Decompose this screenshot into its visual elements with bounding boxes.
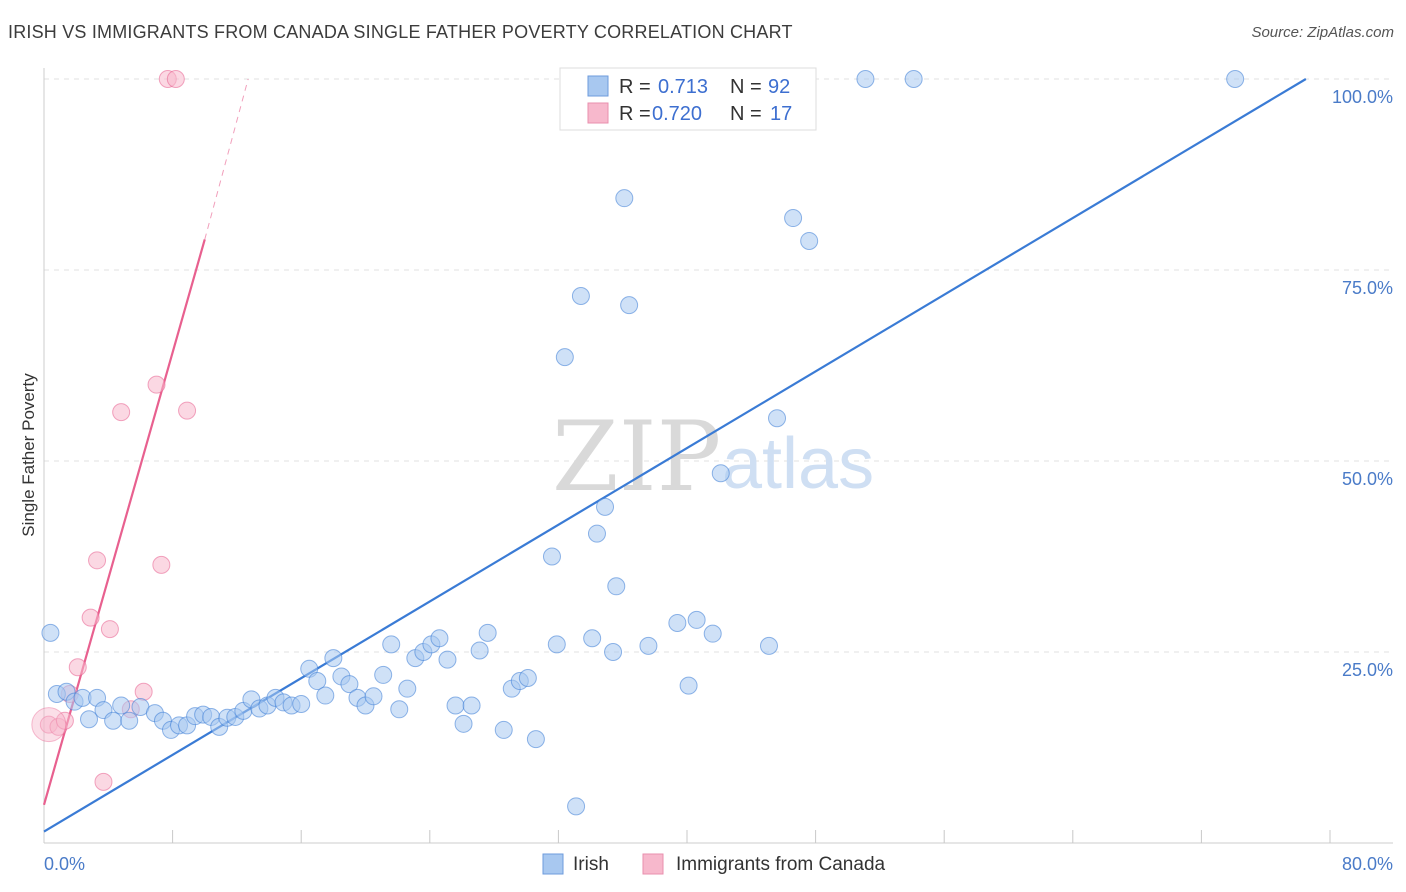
legend-n-label-canada: N = xyxy=(730,103,762,125)
chart-title: IRISH VS IMMIGRANTS FROM CANADA SINGLE F… xyxy=(8,22,793,42)
trend-line-series-1 xyxy=(42,239,206,806)
point-series-0-75 xyxy=(687,610,706,629)
point-series-0-58 xyxy=(526,730,545,749)
watermark-zip: ZIP xyxy=(552,401,721,513)
point-series-0-71 xyxy=(639,636,658,655)
point-series-0-8 xyxy=(104,711,123,730)
source-credit: Source: ZipAtlas.com xyxy=(1251,24,1394,41)
point-series-0-64 xyxy=(583,629,602,648)
point-series-0-49 xyxy=(446,696,465,715)
y-tick-label-3: 100.0% xyxy=(1332,87,1393,107)
point-series-0-69 xyxy=(615,189,634,208)
point-series-0-66 xyxy=(596,497,615,516)
bottom-legend-swatch-irish xyxy=(542,853,564,875)
y-axis-label: Single Father Poverty xyxy=(19,373,38,537)
bottom-legend-swatch-canada xyxy=(642,853,664,875)
bottom-legend-canada: Immigrants from Canada xyxy=(676,854,886,875)
y-tick-label-0: 25.0% xyxy=(1342,660,1393,680)
point-series-1-8 xyxy=(100,620,119,639)
point-series-0-70 xyxy=(620,296,639,315)
legend-r-value-irish: 0.713 xyxy=(658,76,708,98)
point-cluster-series-1 xyxy=(31,707,67,743)
point-series-0-57 xyxy=(518,668,537,687)
point-series-0-59 xyxy=(542,547,561,566)
point-series-0-30 xyxy=(292,694,311,713)
point-series-0-52 xyxy=(470,641,489,660)
legend-swatch-irish xyxy=(587,75,609,97)
point-series-1-9 xyxy=(112,403,131,422)
point-series-0-41 xyxy=(382,635,401,654)
axes xyxy=(43,68,1393,844)
x-tick-min: 0.0% xyxy=(44,854,85,874)
point-series-0-73 xyxy=(668,613,687,632)
point-series-0-77 xyxy=(703,624,722,643)
point-series-0-10 xyxy=(120,711,139,730)
legend-n-value-irish: 92 xyxy=(768,76,790,98)
point-series-0-63 xyxy=(571,286,590,305)
gridlines xyxy=(44,78,1393,653)
point-series-1-16 xyxy=(178,401,197,420)
point-series-1-12 xyxy=(147,375,166,394)
point-series-0-68 xyxy=(607,577,626,596)
point-series-0-33 xyxy=(316,686,335,705)
point-series-0-83 xyxy=(784,209,803,228)
point-series-0-39 xyxy=(364,687,383,706)
point-series-0-43 xyxy=(398,679,417,698)
y-tick-label-1: 50.0% xyxy=(1342,469,1393,489)
bottom-legend: Irish Immigrants from Canada xyxy=(542,853,886,875)
legend-swatch-canada xyxy=(587,102,609,124)
point-series-0-48 xyxy=(438,650,457,669)
point-series-0-87 xyxy=(1226,70,1245,88)
point-series-1-5 xyxy=(81,608,100,627)
point-series-0-86 xyxy=(904,70,923,88)
point-series-0-47 xyxy=(430,629,449,648)
point-series-1-4 xyxy=(68,658,87,677)
point-series-0-50 xyxy=(454,714,473,733)
point-series-1-6 xyxy=(88,551,107,570)
point-series-0-84 xyxy=(800,231,819,250)
legend-n-label-irish: N = xyxy=(730,76,762,98)
point-series-1-2 xyxy=(55,711,74,730)
y-tick-label-2: 75.0% xyxy=(1342,278,1393,298)
point-series-1-15 xyxy=(166,70,185,88)
point-series-0-53 xyxy=(478,623,497,642)
point-series-0-60 xyxy=(547,635,566,654)
point-series-1-13 xyxy=(152,555,171,574)
point-series-1-7 xyxy=(94,772,113,791)
legend-r-label-canada: R = xyxy=(619,103,651,125)
bottom-legend-irish: Irish xyxy=(573,854,609,875)
watermark-atlas: atlas xyxy=(722,424,874,504)
y-tick-labels: 25.0% 50.0% 75.0% 100.0% xyxy=(1332,87,1393,680)
point-series-0-61 xyxy=(555,348,574,367)
watermark: ZIP atlas xyxy=(552,401,874,513)
point-series-0-36 xyxy=(340,675,359,694)
point-series-0-62 xyxy=(567,797,586,816)
point-series-0-67 xyxy=(604,643,623,661)
legend-box: R = 0.713 N = 92 R = 0.720 N = 17 xyxy=(559,67,817,131)
point-series-0-42 xyxy=(390,700,409,719)
legend-r-label-irish: R = xyxy=(619,76,651,98)
point-series-0-82 xyxy=(768,409,787,428)
point-series-0-65 xyxy=(587,524,606,543)
trend-line-extension-series-1 xyxy=(204,78,249,240)
point-series-0-0 xyxy=(41,623,60,642)
point-series-0-34 xyxy=(324,649,343,668)
point-series-0-74 xyxy=(679,676,698,695)
point-series-0-81 xyxy=(759,636,778,655)
point-series-0-5 xyxy=(80,710,99,729)
point-series-0-40 xyxy=(374,665,393,684)
point-series-1-11 xyxy=(134,682,153,701)
x-tick-labels: 0.0% 80.0% xyxy=(44,854,1393,874)
legend-n-value-canada: 17 xyxy=(770,103,792,125)
point-series-0-51 xyxy=(462,696,481,715)
point-series-0-9 xyxy=(112,696,131,715)
point-series-0-32 xyxy=(308,672,327,691)
point-series-0-54 xyxy=(494,720,513,739)
legend-r-value-canada: 0.720 xyxy=(652,103,702,125)
point-series-0-85 xyxy=(856,70,875,88)
x-tick-max: 80.0% xyxy=(1342,854,1393,874)
point-series-0-78 xyxy=(711,464,730,483)
